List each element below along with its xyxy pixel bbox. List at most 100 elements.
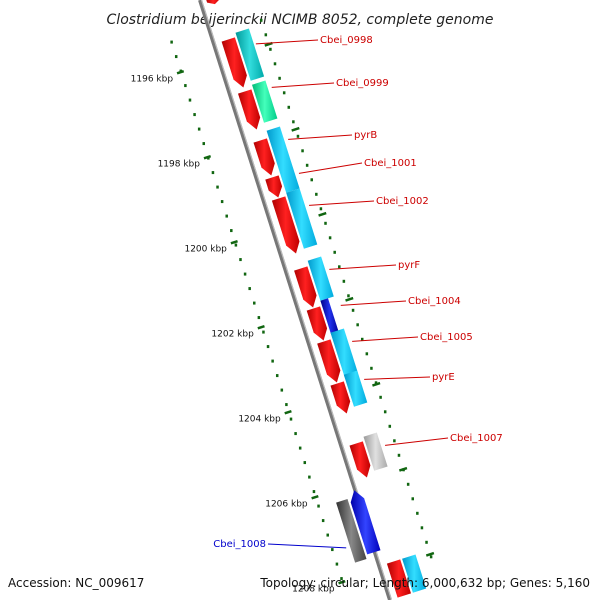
gene-label[interactable]: Cbei_1001 [364,158,417,169]
kbp-tick-label: 1200 kbp [184,244,227,254]
tick-dot [230,229,233,233]
gene-top-partial[interactable] [206,0,221,5]
tick-dot [351,308,355,312]
cog-block[interactable] [307,256,334,301]
gene-Cbei_1005[interactable] [317,339,341,383]
tick-dot [170,40,173,44]
tick-dot [239,258,242,262]
tick-dot-track [170,18,433,581]
kbp-tick [345,296,354,302]
tick-dot [397,453,401,457]
kbp-tick [338,579,346,585]
gene-Cbei_1007[interactable] [349,441,371,478]
tick-dot [193,113,196,117]
cog-block[interactable] [235,28,265,81]
tick-dot [342,279,346,283]
tick-dot [319,207,323,211]
cog-block[interactable] [330,328,358,377]
tick-dot [225,214,228,218]
tick-dot [262,330,265,334]
kbp-tick [230,239,238,245]
gene-Cbei_0999[interactable] [238,89,261,130]
gene-Cbei_1001[interactable] [265,175,283,198]
tick-dot [333,250,336,254]
gene-label[interactable]: Cbei_1002 [376,196,429,207]
cog-block[interactable] [252,80,278,123]
tick-dot [216,185,219,189]
kbp-tick [264,41,273,47]
gene-label[interactable]: Cbei_1008 [213,539,266,550]
gene-Cbei_1004[interactable] [306,306,328,341]
cog-block[interactable] [343,370,368,407]
label-leader-line [364,376,431,380]
topology-text: Topology: circular; Length: 6,000,632 bp… [260,576,590,590]
gene-label[interactable]: pyrB [354,130,377,141]
tick-dot [411,497,414,501]
gene-labels: Cbei_0998 Cbei_0999 pyrB Cbei_1001 Cbei_1002… [213,35,502,550]
tick-dot [328,236,332,240]
tick-dot [197,127,201,131]
cog-block[interactable] [363,432,388,471]
tick-dot [289,417,293,421]
gene-label[interactable]: pyrF [398,260,420,271]
tick-dot [335,562,339,566]
tick-dot [259,18,263,22]
gene-label[interactable]: Cbei_0998 [320,35,373,46]
tick-dot [243,272,247,276]
tick-dot [347,294,350,298]
kbp-tick-label: 1208 kbp [292,584,335,594]
tick-dot [273,62,277,66]
tick-dot [202,142,206,146]
tick-dot [388,424,392,428]
label-leader-line [255,39,319,45]
tick-dot [425,540,428,544]
tick-dot [331,548,334,552]
tick-dot [305,163,309,167]
gene-Cbei_0998[interactable] [221,37,247,88]
gene-pyrF[interactable] [294,266,317,308]
tick-dot [296,134,300,138]
gene-Cbei_1008[interactable] [350,490,381,555]
tick-dot [292,120,295,124]
gene-label[interactable]: Cbei_1004 [408,296,461,307]
label-leader-line [267,543,347,549]
tick-dot [379,395,382,399]
gene-label[interactable]: Cbei_0999 [336,78,389,89]
gene-Cbei_1002[interactable] [271,196,300,254]
tick-dot [393,439,396,443]
tick-dot [406,482,410,486]
tick-dot [301,149,304,153]
map-title: Clostridium beijerinckii NCIMB 8052, com… [107,12,494,28]
gene-label[interactable]: Cbei_1007 [450,433,503,444]
tick-dot [294,432,297,436]
label-leader-line [340,300,407,306]
tick-dot [370,366,373,370]
kbp-tick [291,126,300,132]
feature-tracks [206,0,427,598]
tick-dot [278,76,281,80]
kbp-tick [176,69,185,75]
label-leader-line [309,200,375,206]
gene-pyrE[interactable] [330,381,351,414]
tick-dot [324,221,327,225]
tick-dot [248,287,251,291]
tick-dot [275,374,279,378]
tick-dot [174,55,178,59]
cog-block[interactable] [286,188,318,249]
tick-dot [310,178,313,182]
cog-block[interactable] [402,554,427,593]
gene-bottom-partial[interactable] [386,559,411,598]
gene-label[interactable]: Cbei_1005 [420,332,473,343]
kbp-tick-label: 1202 kbp [211,329,254,339]
label-leader-line [288,134,353,140]
label-leader-line [271,82,335,88]
tick-dot [326,533,329,537]
tick-dot [303,461,307,465]
label-leader-line [329,264,397,270]
cog-block[interactable] [320,298,339,335]
gene-label[interactable]: pyrE [432,372,455,383]
cog-block[interactable] [266,126,300,193]
cog-block[interactable] [336,499,367,563]
gene-pyrB[interactable] [253,138,275,176]
